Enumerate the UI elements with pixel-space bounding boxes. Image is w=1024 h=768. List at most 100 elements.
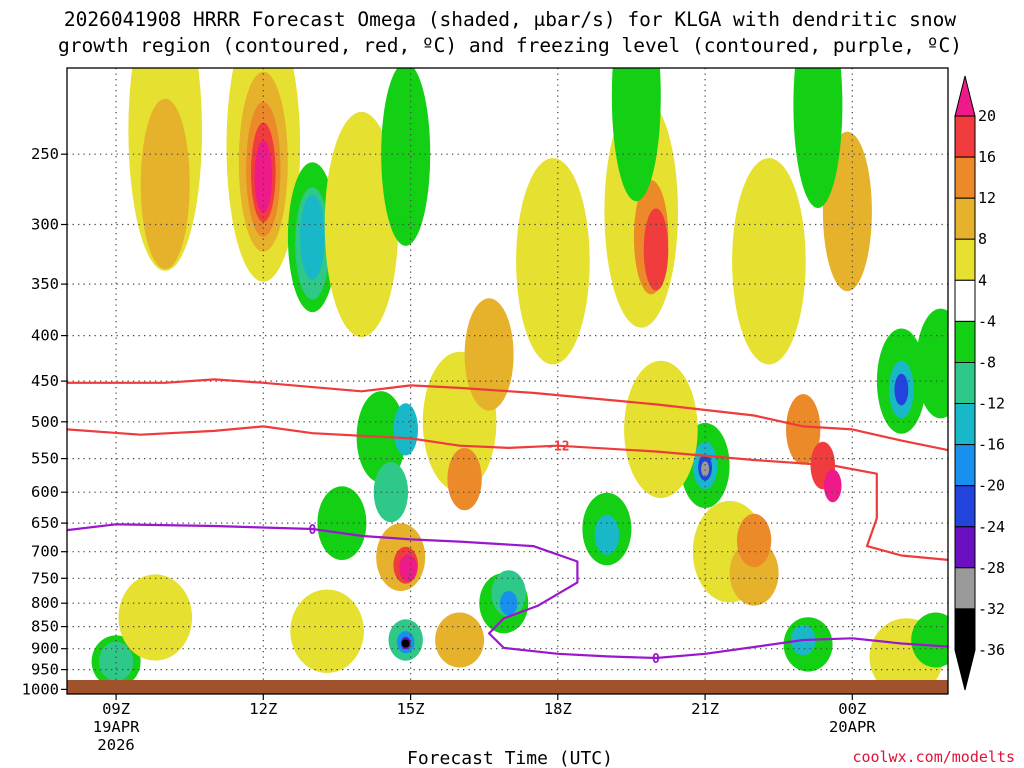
colorbar-box-4 <box>954 279 976 322</box>
omega-cell-40 <box>611 68 661 202</box>
colorbar-label-6: -8 <box>978 354 996 372</box>
colorbar-label-9: -20 <box>978 477 1005 495</box>
omega-cell-19 <box>393 403 419 456</box>
colorbar-label-5: -4 <box>978 312 996 330</box>
omega-cell-1 <box>98 641 134 682</box>
omega-cell-30 <box>435 612 485 668</box>
y-tick-label-850: 850 <box>31 618 59 636</box>
colorbar-label-0: 20 <box>978 107 996 125</box>
omega-cell-18 <box>373 462 409 523</box>
colorbar-label-13: -36 <box>978 641 1005 659</box>
x-date-label-09Z: 19APR <box>93 718 140 736</box>
colorbar-label-11: -28 <box>978 559 1005 577</box>
x-date-label-00Z: 20APR <box>829 718 876 736</box>
y-tick-label-350: 350 <box>31 275 59 293</box>
x-year-label-09Z: 2026 <box>97 736 134 754</box>
isotherm-line-0 <box>67 378 948 452</box>
omega-cell-29 <box>447 447 482 511</box>
colorbar-box-8 <box>954 444 976 487</box>
colorbar-label-1: 16 <box>978 148 996 166</box>
omega-cell-15 <box>290 589 364 673</box>
ground-layer <box>67 680 948 694</box>
colorbar-label-3: 8 <box>978 230 987 248</box>
y-tick-label-1000: 1000 <box>22 680 59 698</box>
omega-cell-9 <box>254 140 273 213</box>
colorbar-label-4: 4 <box>978 271 987 289</box>
colorbar-box-0 <box>954 115 976 158</box>
x-axis-label: Forecast Time (UTC) <box>407 748 613 768</box>
omega-cell-61 <box>911 612 948 668</box>
colorbar: 20 16 12 8 4 -4 -8 -12 -16 -20 -24 -28 -32 -36 <box>954 75 1005 691</box>
y-tick-label-300: 300 <box>31 216 59 234</box>
y-axis: 250 300 350 400 450 500 550 600 650 700 750 800 850 9… <box>22 145 67 698</box>
omega-cell-54 <box>793 68 843 208</box>
credit-text[interactable]: coolwx.com/modelts <box>852 748 1015 766</box>
omega-cell-44 <box>701 461 710 477</box>
omega-cell-14 <box>381 68 431 246</box>
colorbar-box-1 <box>954 156 976 199</box>
omega-cell-12 <box>300 194 325 280</box>
y-tick-label-800: 800 <box>31 594 59 612</box>
colorbar-box-2 <box>954 197 976 240</box>
isotherm-label-minus12: -12 <box>546 440 569 455</box>
colorbar-label-10: -24 <box>978 518 1005 536</box>
freezing-label-0a: 0 <box>308 523 316 538</box>
omega-cell-52 <box>732 158 806 365</box>
x-tick-label-09Z: 09Z <box>102 700 130 718</box>
colorbar-box-5 <box>954 320 976 363</box>
x-tick-label-18Z: 18Z <box>544 700 572 718</box>
colorbar-box-10 <box>954 526 976 569</box>
y-tick-label-900: 900 <box>31 640 59 658</box>
y-tick-label-450: 450 <box>31 372 59 390</box>
omega-cell-16 <box>317 486 367 560</box>
colorbar-box-9 <box>954 485 976 528</box>
y-tick-label-750: 750 <box>31 569 59 587</box>
omega-cell-39 <box>643 208 669 291</box>
omega-cell-49 <box>786 394 821 465</box>
ground-strip <box>67 680 948 694</box>
colorbar-box-12 <box>954 608 976 651</box>
omega-shading-layer <box>91 68 948 694</box>
x-tick-label-12Z: 12Z <box>249 700 277 718</box>
y-tick-label-650: 650 <box>31 514 59 532</box>
colorbar-box-11 <box>954 567 976 610</box>
colorbar-top-triangle <box>954 75 976 117</box>
omega-cell-33 <box>499 591 518 616</box>
contour-layer: -12 0 0 <box>67 378 948 667</box>
omega-cell-45 <box>624 360 698 499</box>
colorbar-label-7: -12 <box>978 395 1005 413</box>
y-tick-label-400: 400 <box>31 327 59 345</box>
chart-title-line2: growth region (contoured, red, ºC) and f… <box>58 34 962 57</box>
omega-cell-13 <box>324 111 399 338</box>
colorbar-box-7 <box>954 403 976 446</box>
colorbar-box-3 <box>954 238 976 281</box>
omega-cell-48 <box>736 513 772 568</box>
omega-cell-57 <box>894 373 909 406</box>
chart-title-line1: 2026041908 HRRR Forecast Omega (shaded, … <box>64 8 956 31</box>
colorbar-label-8: -16 <box>978 436 1005 454</box>
omega-cell-62 <box>916 308 948 419</box>
omega-cell-26 <box>401 639 410 648</box>
y-tick-label-600: 600 <box>31 483 59 501</box>
y-tick-label-550: 550 <box>31 450 59 468</box>
omega-cell-28 <box>464 298 514 411</box>
colorbar-bottom-triangle <box>954 649 976 691</box>
omega-cell-36 <box>516 158 590 365</box>
y-tick-label-250: 250 <box>31 145 59 163</box>
colorbar-box-6 <box>954 362 976 405</box>
omega-cell-22 <box>399 554 417 582</box>
x-tick-label-00Z: 00Z <box>838 700 866 718</box>
colorbar-label-12: -32 <box>978 600 1005 618</box>
omega-cell-4 <box>118 574 193 661</box>
omega-cell-35 <box>594 514 620 555</box>
isotherm-line-2 <box>67 523 948 660</box>
x-tick-label-21Z: 21Z <box>691 700 719 718</box>
omega-cell-51 <box>823 469 842 503</box>
omega-cell-3 <box>140 98 190 270</box>
freezing-label-0b: 0 <box>652 652 660 667</box>
y-tick-label-950: 950 <box>31 661 59 679</box>
isotherm-line-1 <box>67 425 948 561</box>
y-tick-label-500: 500 <box>31 413 59 431</box>
